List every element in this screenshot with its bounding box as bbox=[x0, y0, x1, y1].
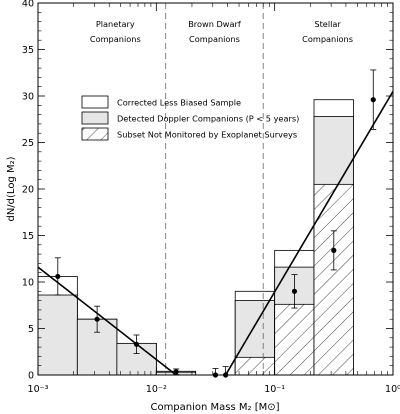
y-tick-label-0: 0 bbox=[28, 371, 34, 382]
data-point-3 bbox=[173, 369, 179, 375]
legend-swatch-2 bbox=[81, 127, 109, 141]
data-point-2 bbox=[133, 341, 140, 347]
x-axis-title: Companion Mass M₂ [M⊙] bbox=[150, 402, 279, 413]
x-tick-label-1: 10⁻² bbox=[146, 384, 167, 395]
region-label-1-0: Brown Dwarf bbox=[188, 19, 242, 29]
x-tick-label-3: 10⁰ bbox=[385, 384, 400, 395]
axis-ticks: 0 5 10 15 20 25 30 35 40 10⁻³ 10⁻² 10⁻¹ 10⁰ bbox=[22, 0, 400, 395]
region-label-1-1: Companions bbox=[189, 34, 240, 44]
y-tick-label-3: 15 bbox=[22, 231, 34, 242]
y-tick-label-5: 25 bbox=[22, 138, 34, 149]
legend: Corrected Less Biased Sample Detected Dop… bbox=[81, 95, 299, 141]
data-point-8 bbox=[370, 97, 376, 103]
y-tick-label-4: 20 bbox=[22, 185, 34, 196]
y-tick-label-7: 35 bbox=[22, 45, 34, 56]
y-tick-label-1: 5 bbox=[28, 324, 34, 335]
y-axis-title: dN/d(Log M₂) bbox=[6, 156, 17, 221]
detected-bar-0 bbox=[38, 294, 78, 375]
data-point-0 bbox=[55, 273, 61, 280]
unmonitored-bar-6 bbox=[274, 303, 315, 375]
region-label-0-0: Planetary bbox=[96, 19, 135, 29]
region-labels: Planetary Companions Brown Dwarf Companions… bbox=[90, 19, 353, 44]
region-label-0-1: Companions bbox=[90, 34, 141, 44]
region-label-2-1: Companions bbox=[302, 34, 353, 44]
y-tick-label-8: 40 bbox=[22, 0, 34, 10]
legend-label-2: Subset Not Monitored by Exoplanet Survey… bbox=[117, 130, 297, 140]
data-point-6 bbox=[291, 288, 298, 294]
x-tick-label-0: 10⁻³ bbox=[28, 384, 49, 395]
region-boundaries bbox=[165, 3, 264, 375]
legend-label-1: Detected Doppler Companions (P < 5 years… bbox=[117, 114, 299, 124]
x-tick-label-2: 10⁻¹ bbox=[264, 384, 285, 395]
unmonitored-bar-7 bbox=[313, 183, 354, 375]
legend-label-0: Corrected Less Biased Sample bbox=[117, 98, 241, 108]
fit-line-0 bbox=[38, 266, 177, 375]
data-point-1 bbox=[94, 316, 100, 322]
fit-line-1 bbox=[224, 90, 393, 375]
y-tick-label-6: 30 bbox=[22, 92, 34, 103]
y-tick-label-2: 10 bbox=[22, 278, 34, 289]
unmonitored-bar-5 bbox=[234, 356, 276, 375]
fit-lines bbox=[38, 90, 393, 375]
data-point-7 bbox=[331, 247, 337, 253]
region-label-2-0: Stellar bbox=[314, 19, 341, 29]
legend-swatch-0 bbox=[81, 95, 109, 109]
legend-swatch-1 bbox=[81, 111, 109, 125]
